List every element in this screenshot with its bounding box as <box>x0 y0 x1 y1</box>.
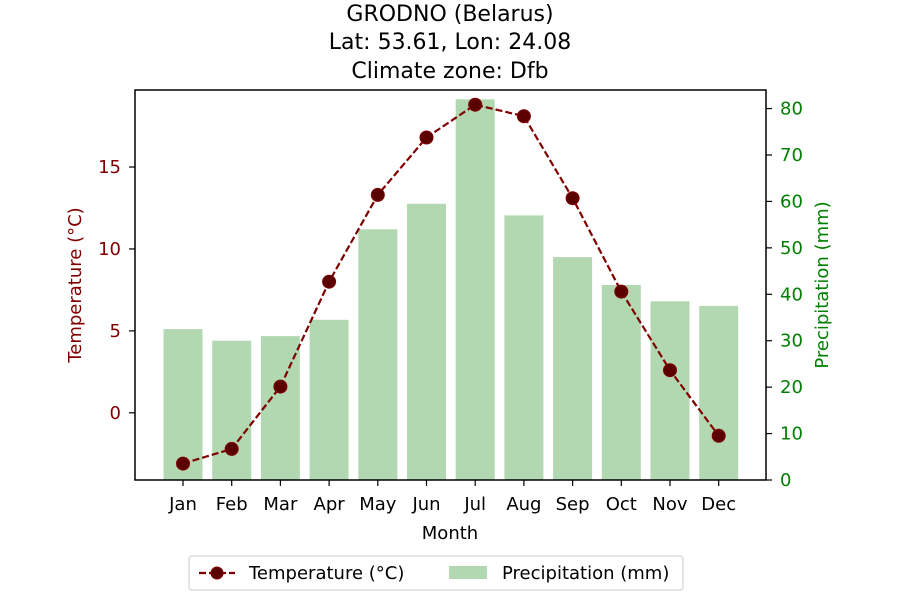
x-axis: Jan Feb Mar Apr May Jun Jul Aug Sep Oct Nov Dec <box>168 480 736 515</box>
precipitation-tick-label: 30 <box>780 331 803 352</box>
temperature-point-oct <box>614 284 629 299</box>
chart-title-line-2: Lat: 53.61, Lon: 24.08 <box>329 30 571 55</box>
x-tick-label: May <box>359 494 397 515</box>
legend-temperature-marker <box>210 566 224 580</box>
precipitation-bar-dec <box>699 305 739 480</box>
precipitation-bar-may <box>358 229 398 480</box>
temperature-point-jan <box>176 456 190 471</box>
x-tick-label: Sep <box>556 494 590 515</box>
precipitation-bar-mar <box>260 336 300 480</box>
x-tick-label: Dec <box>701 494 736 515</box>
chart-title-line-3: Climate zone: Dfb <box>351 59 548 84</box>
temperature-tick-label: 10 <box>98 239 121 260</box>
precipitation-tick-label: 0 <box>780 470 791 491</box>
precipitation-tick-label: 20 <box>780 377 803 398</box>
temperature-point-nov <box>663 363 677 378</box>
temperature-point-apr <box>322 274 337 289</box>
x-tick-label: Nov <box>652 494 687 515</box>
temperature-point-jul <box>468 97 483 112</box>
precipitation-bar-oct <box>601 285 641 480</box>
legend-temperature-label: Temperature (°C) <box>248 563 404 584</box>
plot-frame <box>134 89 767 481</box>
legend-precipitation-swatch <box>449 566 487 579</box>
x-tick-label: Jan <box>168 494 197 515</box>
precipitation-axis-label: Precipitation (mm) <box>812 201 833 368</box>
x-tick-label: Jun <box>411 494 440 515</box>
precipitation-tick-label: 60 <box>780 191 803 212</box>
temperature-line <box>182 103 720 465</box>
x-axis-label: Month <box>422 523 478 544</box>
precipitation-bar-aug <box>504 215 544 480</box>
temperature-point-feb <box>224 441 239 456</box>
temperature-axis-label: Temperature (°C) <box>65 207 86 363</box>
temperature-point-aug <box>516 109 531 124</box>
precipitation-bar-jan <box>163 329 203 480</box>
precipitation-axis: 0 10 20 30 40 50 60 70 80 <box>766 99 803 491</box>
temperature-tick-label: 5 <box>110 321 121 342</box>
precipitation-bar-jun <box>407 203 446 481</box>
x-tick-label: Jul <box>463 494 486 515</box>
temperature-axis: 0 5 10 15 <box>98 157 135 424</box>
temperature-point-mar <box>273 379 288 394</box>
chart-title-line-1: GRODNO (Belarus) <box>346 2 553 27</box>
precipitation-tick-label: 50 <box>780 238 803 259</box>
precipitation-tick-label: 70 <box>780 145 803 166</box>
x-tick-label: Aug <box>506 494 541 515</box>
precipitation-bar-jul <box>455 99 495 481</box>
precipitation-tick-label: 10 <box>780 424 803 445</box>
temperature-point-dec <box>711 428 726 443</box>
x-tick-label: Oct <box>606 494 637 515</box>
temperature-tick-label: 15 <box>98 157 121 178</box>
temperature-point-sep <box>565 191 580 206</box>
x-tick-label: Apr <box>314 494 346 515</box>
precipitation-bar-sep <box>553 257 593 480</box>
x-tick-label: Feb <box>216 494 248 515</box>
legend-box <box>188 555 684 591</box>
temperature-point-jun <box>419 130 434 145</box>
precipitation-bar-nov <box>650 301 690 481</box>
legend-precipitation-label: Precipitation (mm) <box>502 563 669 584</box>
precipitation-bar-feb <box>212 340 252 480</box>
legend: Temperature (°C) Precipitation (mm) <box>188 555 684 591</box>
precipitation-bars <box>163 99 739 481</box>
precipitation-tick-label: 80 <box>780 99 803 120</box>
precipitation-bar-apr <box>309 319 349 480</box>
x-tick-label: Mar <box>263 494 298 515</box>
chart-title: GRODNO (Belarus) Lat: 53.61, Lon: 24.08 … <box>329 2 571 84</box>
temperature-point-may <box>370 187 385 202</box>
temperature-series <box>176 97 726 471</box>
precipitation-tick-label: 40 <box>780 284 803 305</box>
temperature-tick-label: 0 <box>110 403 121 424</box>
